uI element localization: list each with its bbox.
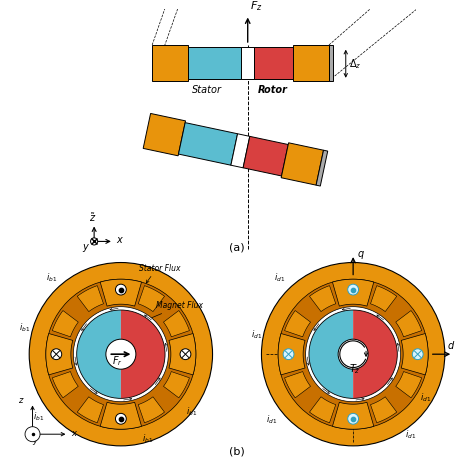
- Text: $\tilde{z}$: $\tilde{z}$: [89, 211, 96, 224]
- Text: $F_r$: $F_r$: [112, 354, 123, 368]
- Text: $i_{b1}$: $i_{b1}$: [186, 405, 197, 418]
- Text: z: z: [18, 395, 23, 405]
- Text: Stator: Stator: [191, 85, 221, 95]
- Text: $i_{d1}$: $i_{d1}$: [251, 329, 263, 341]
- Polygon shape: [332, 279, 374, 306]
- Polygon shape: [310, 286, 336, 312]
- Circle shape: [25, 427, 40, 442]
- Text: x: x: [71, 429, 76, 438]
- Polygon shape: [138, 397, 164, 423]
- Text: Rotor: Rotor: [257, 85, 287, 95]
- Circle shape: [46, 279, 196, 429]
- Bar: [316, 150, 328, 186]
- Circle shape: [73, 307, 168, 402]
- Bar: [179, 123, 237, 165]
- Text: $i_{b1}$: $i_{b1}$: [142, 433, 153, 445]
- Text: $T_z$: $T_z$: [349, 363, 361, 376]
- Circle shape: [106, 339, 136, 369]
- Wedge shape: [77, 310, 121, 398]
- Bar: [152, 45, 188, 81]
- Text: $x$: $x$: [116, 235, 124, 245]
- Polygon shape: [371, 286, 397, 312]
- Polygon shape: [371, 397, 397, 423]
- Text: $\Delta_z$: $\Delta_z$: [349, 57, 362, 71]
- Polygon shape: [52, 372, 78, 398]
- Circle shape: [278, 279, 428, 429]
- Bar: [243, 137, 288, 176]
- Text: $i_{b1}$: $i_{b1}$: [33, 410, 45, 423]
- Bar: [188, 47, 241, 79]
- Polygon shape: [164, 311, 190, 337]
- Circle shape: [348, 413, 358, 424]
- Bar: [241, 47, 254, 79]
- Polygon shape: [77, 286, 103, 312]
- Text: $i_{d1}$: $i_{d1}$: [274, 272, 285, 284]
- Circle shape: [116, 284, 126, 295]
- Polygon shape: [46, 333, 73, 375]
- Bar: [231, 134, 250, 168]
- Circle shape: [116, 413, 126, 424]
- Circle shape: [338, 339, 368, 369]
- Bar: [329, 45, 333, 81]
- Polygon shape: [396, 311, 422, 337]
- Polygon shape: [396, 372, 422, 398]
- Bar: [254, 47, 293, 79]
- Bar: [143, 113, 185, 156]
- Text: Magnet Flux: Magnet Flux: [156, 301, 203, 310]
- Circle shape: [306, 307, 401, 402]
- Text: $i_{d1}$: $i_{d1}$: [420, 391, 431, 404]
- Text: $i_{d1}$: $i_{d1}$: [405, 429, 416, 441]
- Circle shape: [348, 284, 358, 295]
- Circle shape: [29, 263, 212, 446]
- Polygon shape: [138, 286, 164, 312]
- Circle shape: [180, 349, 191, 360]
- Circle shape: [283, 349, 294, 360]
- Polygon shape: [52, 311, 78, 337]
- Text: $y$: $y$: [82, 242, 90, 254]
- Polygon shape: [332, 402, 374, 429]
- Polygon shape: [401, 333, 428, 375]
- Wedge shape: [353, 310, 397, 398]
- Polygon shape: [164, 372, 190, 398]
- Text: q: q: [357, 249, 364, 259]
- Polygon shape: [284, 372, 310, 398]
- Circle shape: [262, 263, 445, 446]
- Text: d: d: [447, 341, 454, 351]
- Text: $i_{b1}$: $i_{b1}$: [46, 272, 57, 284]
- Polygon shape: [169, 333, 196, 375]
- Text: $i_{b1}$: $i_{b1}$: [19, 322, 30, 334]
- Polygon shape: [100, 402, 142, 429]
- Circle shape: [91, 238, 98, 245]
- Circle shape: [51, 349, 62, 360]
- Polygon shape: [310, 397, 336, 423]
- Text: (a): (a): [229, 242, 245, 252]
- Polygon shape: [284, 311, 310, 337]
- Polygon shape: [278, 333, 305, 375]
- Wedge shape: [121, 310, 165, 398]
- Bar: [281, 143, 324, 185]
- Wedge shape: [309, 310, 353, 398]
- Polygon shape: [77, 397, 103, 423]
- Bar: [293, 45, 329, 81]
- Circle shape: [412, 349, 423, 360]
- Polygon shape: [100, 279, 142, 306]
- Text: $F_z$: $F_z$: [249, 0, 262, 13]
- Text: $i_{d1}$: $i_{d1}$: [265, 413, 277, 426]
- Text: y: y: [33, 436, 37, 444]
- Text: (b): (b): [229, 446, 245, 456]
- Text: Stator Flux: Stator Flux: [139, 264, 181, 273]
